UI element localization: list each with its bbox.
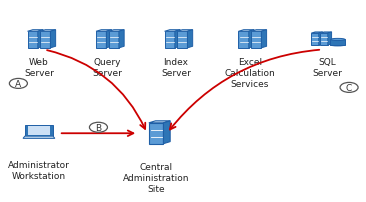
Polygon shape xyxy=(164,121,170,144)
Polygon shape xyxy=(251,32,261,49)
Text: C: C xyxy=(346,83,352,93)
Polygon shape xyxy=(177,31,193,32)
Polygon shape xyxy=(175,31,180,49)
Polygon shape xyxy=(149,121,170,123)
Polygon shape xyxy=(40,31,56,32)
Polygon shape xyxy=(328,33,332,46)
Ellipse shape xyxy=(330,45,345,47)
Polygon shape xyxy=(311,33,322,34)
Polygon shape xyxy=(251,31,266,32)
Polygon shape xyxy=(25,125,53,136)
Polygon shape xyxy=(261,31,266,49)
Polygon shape xyxy=(109,32,119,49)
Text: Query
Server: Query Server xyxy=(93,57,122,77)
Polygon shape xyxy=(28,127,50,135)
Text: Index
Server: Index Server xyxy=(161,57,191,77)
Polygon shape xyxy=(249,31,254,49)
Polygon shape xyxy=(23,136,55,139)
Polygon shape xyxy=(320,34,328,46)
Polygon shape xyxy=(239,31,254,32)
Polygon shape xyxy=(239,32,249,49)
Text: B: B xyxy=(96,123,101,132)
Polygon shape xyxy=(96,31,112,32)
Polygon shape xyxy=(38,31,43,49)
Text: A: A xyxy=(15,80,22,88)
Text: Web
Server: Web Server xyxy=(24,57,54,77)
Polygon shape xyxy=(96,32,107,49)
Polygon shape xyxy=(40,32,51,49)
Polygon shape xyxy=(320,33,332,34)
Polygon shape xyxy=(119,31,124,49)
Text: SQL
Server: SQL Server xyxy=(313,57,342,77)
Polygon shape xyxy=(149,123,164,144)
Polygon shape xyxy=(27,32,38,49)
Text: Excel
Calculation
Services: Excel Calculation Services xyxy=(224,57,275,88)
Polygon shape xyxy=(51,31,56,49)
Polygon shape xyxy=(187,31,193,49)
Polygon shape xyxy=(109,31,124,32)
Polygon shape xyxy=(319,33,322,46)
Text: Central
Administration
Site: Central Administration Site xyxy=(123,162,189,193)
Polygon shape xyxy=(27,31,43,32)
Polygon shape xyxy=(107,31,112,49)
Polygon shape xyxy=(311,34,319,46)
Polygon shape xyxy=(330,40,345,46)
Ellipse shape xyxy=(330,39,345,41)
Text: Administrator
Workstation: Administrator Workstation xyxy=(8,160,70,180)
Polygon shape xyxy=(165,31,180,32)
Polygon shape xyxy=(177,32,187,49)
Polygon shape xyxy=(165,32,175,49)
